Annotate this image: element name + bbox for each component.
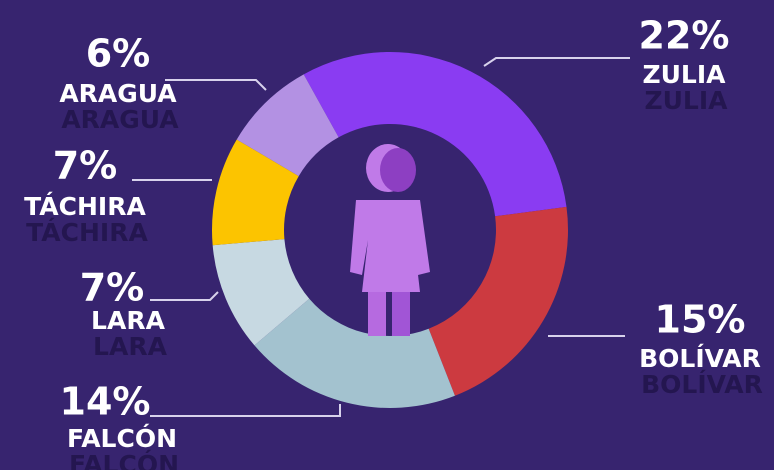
labels: 22%ZULIAZULIA15%BOLÍVARBOLÍVAR14%FALCÓNF… [24,14,763,470]
value-label: 7% [80,266,145,310]
icon-head-shadow [380,148,416,192]
leader-line [165,79,267,91]
category-label-shadow: ARAGUA [61,105,179,134]
category-label: ARAGUA [59,79,177,108]
category-label-shadow: FALCÓN [69,449,179,470]
value-label: 14% [60,380,151,424]
category-label-shadow: ZULIA [644,86,728,115]
value-label: 22% [639,14,730,58]
category-label: FALCÓN [67,423,177,453]
donut-slice [428,206,568,396]
leader-line [483,57,630,67]
leader-line [150,404,341,417]
donut-slice [212,239,310,346]
value-label: 15% [655,298,746,342]
leader-line [150,291,219,301]
category-label-shadow: BOLÍVAR [641,370,763,399]
donut-slice [211,139,299,246]
icon-leg [368,292,386,336]
donut-slice [303,52,567,217]
donut-slice [254,298,455,408]
category-label-shadow: TÁCHIRA [26,218,148,247]
category-label: LARA [91,306,166,335]
donut-slice [236,74,339,177]
value-label: 6% [86,32,151,76]
donut [211,52,568,408]
value-label: 7% [53,144,118,188]
category-label-shadow: LARA [93,332,168,361]
icon-leg [392,292,410,336]
leader-lines [132,57,630,417]
category-label: BOLÍVAR [639,344,761,373]
category-label: TÁCHIRA [24,192,146,221]
woman-icon [350,144,430,336]
icon-body [350,200,430,292]
category-label: ZULIA [642,60,726,89]
